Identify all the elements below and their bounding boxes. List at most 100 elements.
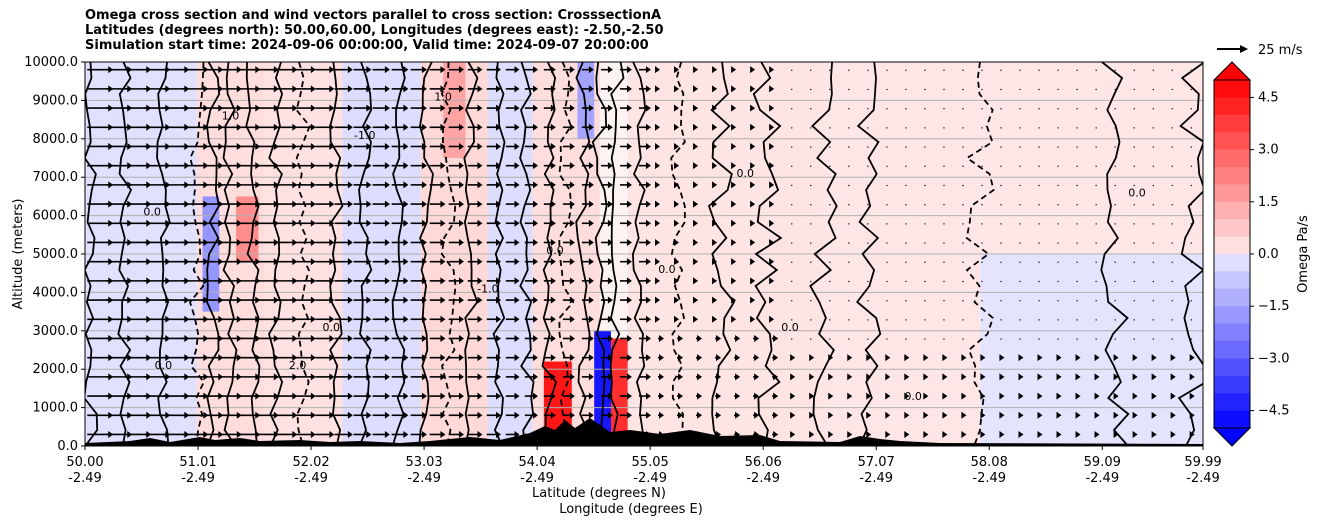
wind-vector-709 <box>750 258 756 266</box>
wind-vector-1166 <box>1190 319 1192 321</box>
wind-vector-542 <box>607 392 613 400</box>
wind-vector-395 <box>458 142 464 150</box>
contour-line-23 <box>670 62 686 446</box>
wind-vector-960 <box>999 430 1005 438</box>
wind-vector-771 <box>810 223 812 225</box>
wind-vector-432 <box>495 200 501 208</box>
contour-label-5: 1.0 <box>434 90 452 103</box>
wind-vector-509 <box>569 258 575 266</box>
colorbar-segment-9 <box>1214 236 1250 255</box>
wind-vector-801 <box>847 411 853 419</box>
wind-vector-1067 <box>1095 300 1097 302</box>
colorbar-segment-19 <box>1214 410 1250 429</box>
wind-vector-793 <box>829 184 831 187</box>
wind-vector-222 <box>310 392 316 400</box>
y-tick-label-5: 5000.0 <box>33 247 79 262</box>
wind-vector-677 <box>712 104 718 112</box>
wind-vector-727 <box>769 296 775 304</box>
wind-vector-576 <box>626 123 632 131</box>
wind-vector-215 <box>292 142 298 150</box>
wind-vector-967 <box>1000 300 1002 302</box>
wind-vector-392 <box>458 200 464 208</box>
contour-label-9: 0.0 <box>781 321 799 334</box>
wind-vector-736 <box>769 123 775 131</box>
wind-vector-153 <box>236 181 242 189</box>
wind-vector-977 <box>1000 108 1002 110</box>
wind-vector-848 <box>886 280 888 283</box>
wind-vector-210 <box>292 238 298 246</box>
wind-vector-370 <box>440 238 446 246</box>
wind-vector-197 <box>273 104 279 112</box>
colorbar-tick-label-1: 3.0 <box>1258 143 1279 158</box>
wind-vector-652 <box>693 200 699 208</box>
colorbar-segment-13 <box>1214 306 1250 325</box>
wind-vector-470 <box>533 238 539 246</box>
wind-vector-904 <box>942 354 948 362</box>
wind-vector-207 <box>292 296 298 304</box>
wind-vector-448 <box>514 277 520 285</box>
wind-vector-759 <box>791 69 793 71</box>
wind-vector-252 <box>329 200 335 208</box>
wind-vector-1025 <box>1057 338 1059 340</box>
wind-vector-957 <box>981 108 983 110</box>
wind-vector-420 <box>495 430 501 438</box>
wind-vector-382 <box>458 392 464 400</box>
wind-vector-223 <box>310 373 316 381</box>
wind-vector-300 <box>384 430 390 438</box>
wind-vector-748 <box>791 280 793 283</box>
wind-vector-532 <box>588 200 594 208</box>
omega-region-12 <box>594 330 611 446</box>
wind-vector-623 <box>678 373 684 381</box>
wind-vector-315 <box>384 142 390 150</box>
wind-vector-250 <box>329 238 335 246</box>
wind-vector-1002 <box>1037 392 1043 400</box>
wind-vector-578 <box>626 85 632 93</box>
wind-vector-865 <box>905 338 907 340</box>
wind-vector-1162 <box>1189 392 1195 400</box>
wind-vector-1001 <box>1037 411 1043 419</box>
wind-vector-844 <box>885 354 891 362</box>
wind-vector-673 <box>712 181 718 189</box>
wind-vector-740 <box>790 430 796 438</box>
wind-vector-920 <box>961 430 967 438</box>
wind-vector-912 <box>943 204 945 206</box>
wind-vector-280 <box>366 430 372 438</box>
wind-vector-374 <box>440 162 446 170</box>
omega-region-13 <box>610 338 628 446</box>
wind-vector-389 <box>458 258 464 266</box>
wind-vector-544 <box>607 354 613 362</box>
wind-vector-437 <box>495 104 501 112</box>
wind-vector-338 <box>403 85 409 93</box>
wind-vector-788 <box>829 280 831 283</box>
wind-vector-650 <box>693 238 699 246</box>
wind-vector-1130 <box>1152 242 1154 244</box>
wind-vector-586 <box>645 315 651 323</box>
wind-vector-143 <box>236 373 242 381</box>
x-axis-label-latitude: Latitude (degrees N) <box>532 486 666 501</box>
y-tick-label-4: 4000.0 <box>33 285 79 300</box>
wind-vector-377 <box>440 104 446 112</box>
wind-vector-845 <box>886 338 888 340</box>
wind-vector-1120 <box>1151 430 1157 438</box>
wind-vector-402 <box>477 392 483 400</box>
wind-vector-1091 <box>1114 223 1116 225</box>
contour-line-22 <box>631 62 647 446</box>
wind-vector-298 <box>366 85 372 93</box>
wind-vector-418 <box>477 85 483 93</box>
wind-vector-205 <box>292 334 298 342</box>
contour-line-14 <box>463 62 479 446</box>
contour-label-7: 0.0 <box>546 244 564 257</box>
wind-vector-475 <box>533 142 539 150</box>
wind-vector-1071 <box>1095 223 1097 225</box>
wind-vector-813 <box>848 184 850 187</box>
wind-vector-390 <box>458 238 464 246</box>
wind-vector-1074 <box>1095 165 1097 167</box>
wind-vector-447 <box>514 296 520 304</box>
wind-vector-242 <box>329 392 335 400</box>
wind-vector-463 <box>533 373 539 381</box>
wind-vector-264 <box>347 354 353 362</box>
wind-vector-1014 <box>1038 165 1040 167</box>
wind-vector-921 <box>961 411 967 419</box>
wind-vector-360 <box>440 430 446 438</box>
wind-vector-651 <box>693 219 699 227</box>
